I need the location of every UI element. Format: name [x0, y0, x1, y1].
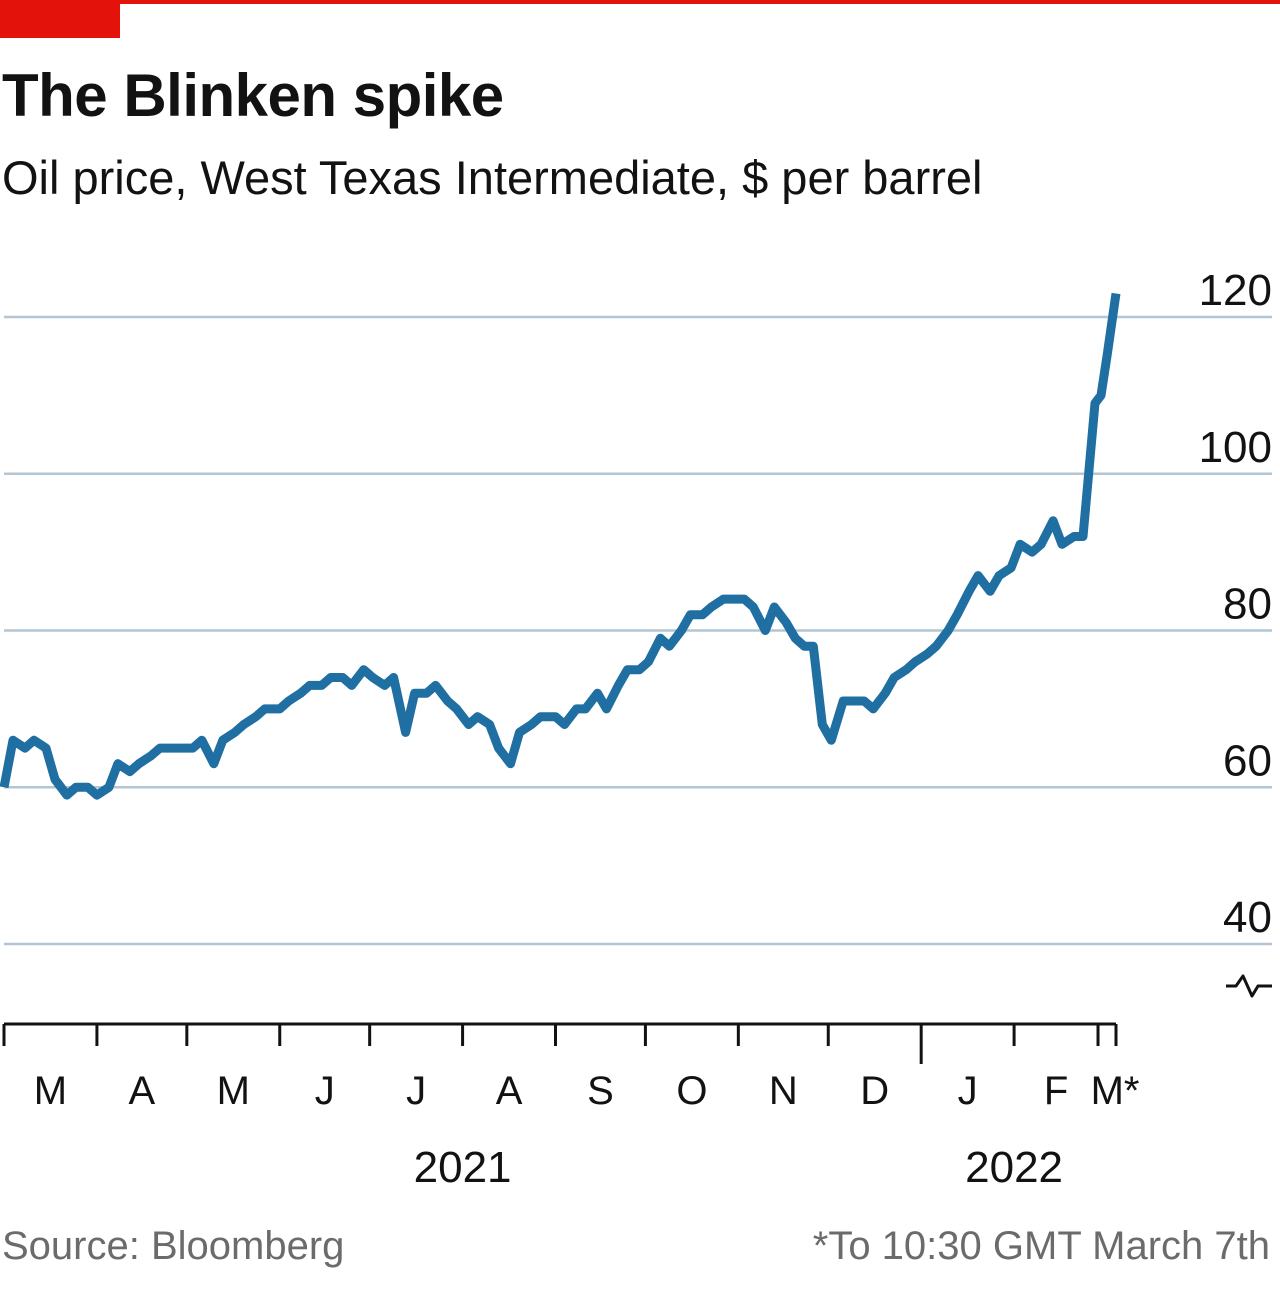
- series-line: [0, 292, 1121, 800]
- chart-title: The Blinken spike: [2, 62, 504, 129]
- y-tick-label: 40: [1223, 893, 1272, 942]
- y-tick-label: 80: [1223, 580, 1272, 629]
- x-month-label: A: [496, 1069, 523, 1113]
- chart-subtitle: Oil price, West Texas Intermediate, $ pe…: [2, 151, 983, 204]
- x-year-label: 2021: [414, 1143, 512, 1192]
- x-axis-month-labels: M A M J J A S O N D J F M*: [34, 1069, 1140, 1113]
- y-tick-label: 120: [1199, 266, 1272, 315]
- x-month-label: J: [315, 1069, 335, 1113]
- series-layer: [0, 292, 1121, 800]
- gridlines: [4, 315, 1272, 946]
- x-month-label: D: [860, 1069, 889, 1113]
- x-month-label: A: [129, 1069, 156, 1113]
- x-month-label: J: [958, 1069, 978, 1113]
- x-month-label: M: [34, 1069, 67, 1113]
- x-year-label: 2022: [965, 1143, 1063, 1192]
- y-axis-labels: 40 60 80 100 120: [1199, 266, 1272, 942]
- x-month-label: M*: [1091, 1069, 1140, 1113]
- footnote: *To 10:30 GMT March 7th: [812, 1224, 1270, 1268]
- axis-break-icon: [1226, 974, 1272, 998]
- x-month-label: S: [587, 1069, 614, 1113]
- top-red-tab: [0, 0, 120, 38]
- x-month-label: M: [217, 1069, 250, 1113]
- x-axis-year-labels: 2021 2022: [414, 1143, 1063, 1192]
- axis-break-glyph: [1226, 974, 1272, 998]
- top-red-rule: [0, 0, 1280, 4]
- source-note: Source: Bloomberg: [2, 1224, 345, 1268]
- x-month-label: J: [406, 1069, 426, 1113]
- y-tick-label: 60: [1223, 736, 1272, 785]
- x-month-label: F: [1044, 1069, 1068, 1113]
- x-month-label: N: [769, 1069, 798, 1113]
- y-tick-label: 100: [1199, 423, 1272, 472]
- x-month-label: O: [676, 1069, 707, 1113]
- x-axis: [2, 1022, 1118, 1064]
